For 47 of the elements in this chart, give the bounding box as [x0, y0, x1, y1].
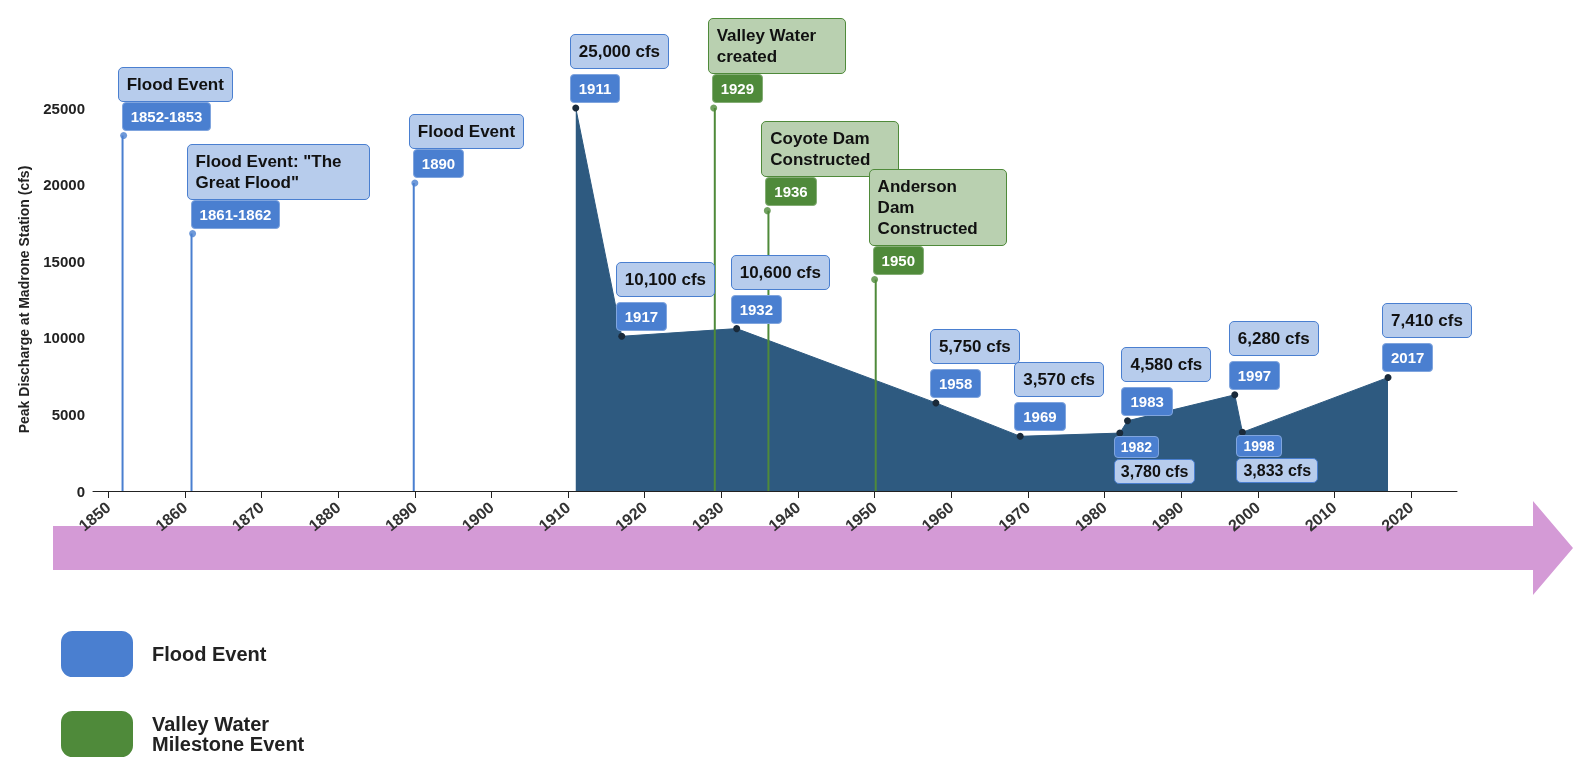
annotation: 1852-1853 [121, 101, 212, 131]
annotation: Flood Event [408, 114, 525, 150]
annotation: Anderson Dam Constructed [868, 168, 1007, 246]
point [763, 207, 771, 215]
annotation: 1950 [872, 245, 924, 275]
annotation: 2017 [1382, 343, 1434, 373]
annotation: 1861-1862 [190, 199, 281, 229]
data-label: 25,000 cfs [569, 34, 670, 69]
annotation: Flood Event [117, 66, 233, 102]
data-label: 6,280 cfs [1228, 320, 1319, 356]
annotation: 1911 [569, 74, 621, 103]
annotation: 1890 [412, 149, 465, 179]
y-tick-label: 15000 [43, 252, 85, 270]
annotation: 1997 [1228, 360, 1281, 390]
annotation: 1936 [765, 176, 817, 206]
point [120, 132, 128, 140]
annotation: 1998 [1236, 435, 1282, 458]
data-label: 5,750 cfs [929, 328, 1020, 364]
data-label: 3,780 cfs [1113, 459, 1196, 485]
data-label: 7,410 cfs [1382, 303, 1472, 339]
data-label: 10,600 cfs [730, 254, 830, 290]
annotation: 1929 [711, 74, 764, 103]
point [189, 230, 197, 238]
point [411, 179, 419, 187]
point [710, 104, 718, 112]
annotation: Flood Event: "The Great Flood" [186, 143, 370, 200]
data-label: 3,833 cfs [1236, 458, 1319, 484]
annotation: 1982 [1113, 436, 1159, 459]
y-tick-label: 20000 [43, 176, 85, 194]
annotation: 1932 [730, 294, 783, 324]
annotation: 1969 [1014, 402, 1066, 432]
annotation: 1958 [929, 368, 982, 398]
y-tick-label: 0 [76, 482, 85, 500]
y-tick-label: 5000 [51, 405, 85, 423]
data-label: 4,580 cfs [1121, 346, 1212, 382]
annotation: 1917 [615, 302, 668, 332]
y-tick-label: 10000 [43, 329, 85, 347]
y-axis-title: Peak Discharge at Madrone Station (cfs) [16, 165, 32, 434]
annotation: Valley Water created [707, 18, 846, 74]
legend-label: Flood Event [152, 643, 267, 665]
annotation: 1983 [1121, 386, 1173, 416]
annotation: Coyote Dam Constructed [761, 120, 900, 177]
data-label: 10,100 cfs [615, 262, 716, 298]
point [871, 276, 879, 284]
y-tick-label: 25000 [43, 99, 85, 117]
legend-label: Valley Water Milestone Event [152, 713, 305, 755]
data-label: 3,570 cfs [1014, 362, 1105, 398]
